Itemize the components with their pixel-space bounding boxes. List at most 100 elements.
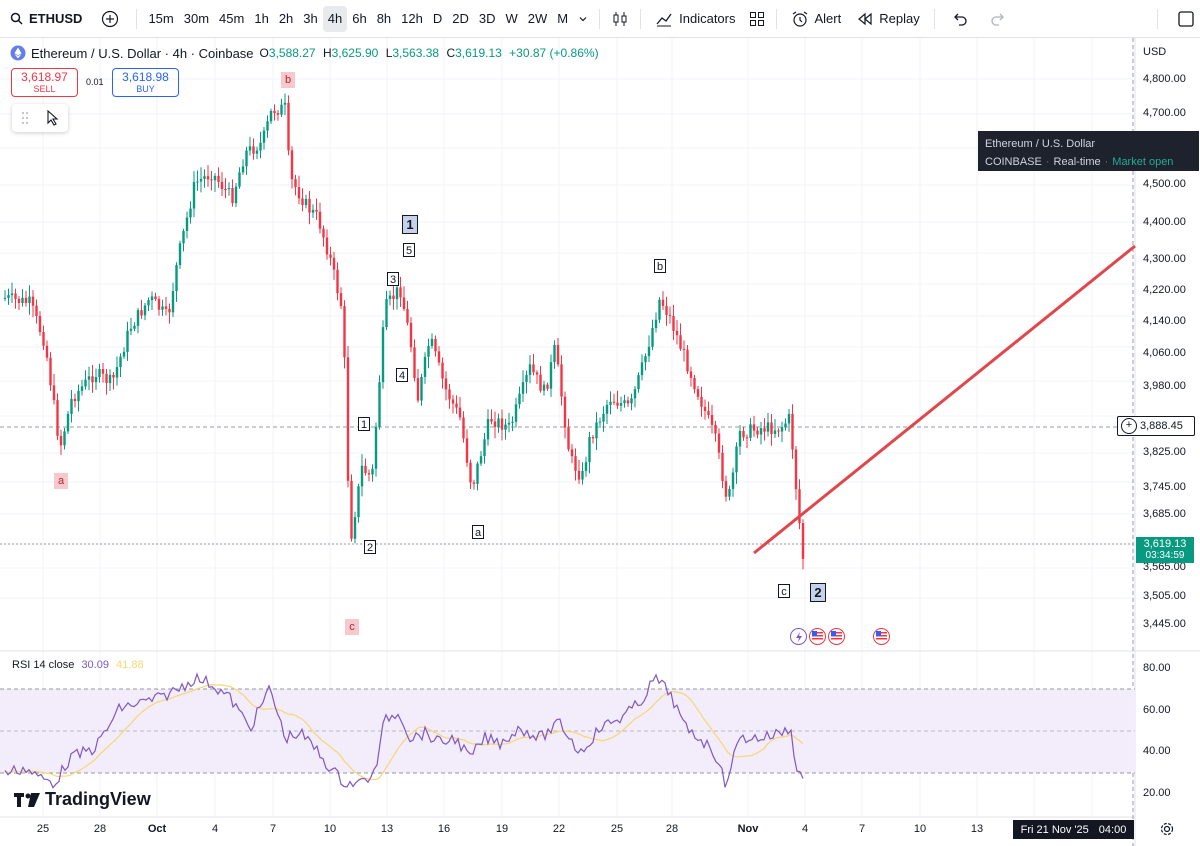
wave-label-4[interactable]: 4 (396, 368, 408, 382)
alert-button[interactable]: Alert (783, 6, 850, 32)
symbol-search-button[interactable]: ETHUSD (0, 11, 90, 26)
interval-m-button[interactable]: M (557, 11, 569, 26)
candle-body (343, 306, 346, 358)
close-label: C (446, 46, 456, 60)
candle-body (486, 419, 490, 440)
candle-body (535, 372, 539, 375)
interval-3h-button[interactable]: 3h (303, 11, 318, 26)
interval-2h-button[interactable]: 2h (278, 11, 294, 26)
redo-icon (991, 13, 1004, 26)
candle-body (528, 364, 532, 375)
interval-30m-button[interactable]: 30m (183, 11, 210, 26)
candle-body (255, 150, 259, 154)
candle-body (94, 377, 98, 383)
replay-label: Replay (879, 11, 920, 26)
wave-label-c[interactable]: c (345, 619, 359, 635)
candle-body (7, 295, 10, 298)
redo-button[interactable] (985, 6, 1011, 32)
candle-body (626, 400, 630, 404)
candle-body (220, 181, 224, 190)
candle-body (360, 465, 364, 487)
price-tick-label: 4,700.00 (1143, 107, 1186, 119)
candle-body (735, 446, 738, 473)
gear-icon[interactable] (1160, 822, 1174, 836)
us-flag-icon[interactable] (873, 628, 890, 645)
interval-2d-button[interactable]: 2D (452, 11, 469, 26)
interval-2w-button[interactable]: 2W (527, 11, 548, 26)
candle-body (714, 424, 717, 434)
wave-label-5[interactable]: 5 (403, 243, 415, 257)
candle-body (280, 104, 283, 115)
rsi-legend[interactable]: RSI 14 close 30.09 41.88 (12, 659, 144, 671)
wave-label-3[interactable]: 3 (387, 272, 399, 286)
interval-8h-button[interactable]: 8h (376, 11, 392, 26)
candle-body (416, 378, 420, 401)
interval-1h-button[interactable]: 1h (254, 11, 269, 26)
time-tick-label: 19 (495, 823, 509, 835)
wave-label-a[interactable]: a (54, 473, 68, 489)
candle-body (612, 401, 616, 403)
wave-label-b[interactable]: b (281, 72, 295, 88)
wave-label-b-minor[interactable]: b (654, 259, 666, 273)
interval-4h-button[interactable]: 4h (322, 5, 348, 32)
brand-name: TradingView (45, 789, 151, 809)
candle-body (234, 186, 238, 204)
candle-body (651, 328, 654, 347)
candle-body (259, 142, 262, 151)
candle-body (45, 345, 49, 358)
current-price: 3,619.13 (1143, 538, 1187, 550)
undo-button[interactable] (947, 6, 973, 32)
event-flash-icon[interactable] (790, 628, 807, 645)
cursor-icon[interactable] (46, 110, 60, 126)
candle-body (266, 121, 269, 131)
price-tick-label: 3,825.00 (1143, 446, 1186, 458)
interval-6h-button[interactable]: 6h (352, 11, 367, 26)
interval-12h-button[interactable]: 12h (401, 11, 423, 26)
interval-45m-button[interactable]: 45m (219, 11, 245, 26)
interval-15m-button[interactable]: 15m (148, 11, 174, 26)
buy-button[interactable]: 3,618.98 BUY (112, 68, 179, 97)
layout-button[interactable] (1172, 6, 1200, 32)
economic-events (790, 628, 892, 645)
candle-body (420, 376, 423, 401)
search-icon (10, 12, 23, 25)
chart-type-button[interactable] (606, 6, 634, 32)
candle-body (665, 305, 668, 316)
price-tick-label: 3,685.00 (1143, 508, 1186, 520)
wave-label-c-minor[interactable]: c (778, 584, 790, 598)
trend-line[interactable] (753, 244, 1136, 555)
compare-button[interactable] (96, 6, 124, 32)
interval-3d-button[interactable]: 3D (478, 11, 496, 26)
interval-menu-button[interactable] (573, 6, 593, 32)
wave-label-2-minor[interactable]: 2 (364, 540, 376, 554)
wave-label-a-minor[interactable]: a (472, 525, 484, 539)
tradingview-logo[interactable]: TradingView (14, 789, 151, 810)
indicators-button[interactable]: Indicators (647, 6, 743, 32)
currency-label[interactable]: USD (1143, 46, 1167, 58)
candle-body (49, 357, 52, 386)
candle-body (87, 376, 91, 380)
wave-label-2-major[interactable]: 2 (810, 583, 826, 602)
candle-body (388, 295, 392, 300)
interval-d-button[interactable]: D (432, 11, 443, 26)
crosshair-price-label[interactable]: + 3,888.45 (1117, 416, 1195, 436)
candle-body (721, 452, 724, 482)
us-flag-icon[interactable] (809, 628, 826, 645)
wave-label-1-major[interactable]: 1 (402, 215, 418, 234)
candle-body (126, 330, 129, 352)
candle-body (588, 436, 591, 463)
drag-handle-icon[interactable] (21, 111, 29, 125)
wave-label-1-minor[interactable]: 1 (358, 417, 370, 431)
candle-body (325, 237, 329, 255)
candle-body (140, 310, 143, 316)
sell-button[interactable]: 3,618.97 SELL (11, 68, 78, 97)
interval-w-button[interactable]: W (505, 11, 518, 26)
candle-body (787, 413, 791, 424)
replay-button[interactable]: Replay (849, 6, 927, 32)
candle-body (738, 430, 742, 447)
templates-button[interactable] (744, 6, 770, 32)
add-alert-icon[interactable]: + (1121, 418, 1137, 434)
chart-canvas[interactable] (0, 38, 1200, 846)
us-flag-icon[interactable] (828, 628, 845, 645)
ethereum-logo-icon (10, 45, 26, 61)
